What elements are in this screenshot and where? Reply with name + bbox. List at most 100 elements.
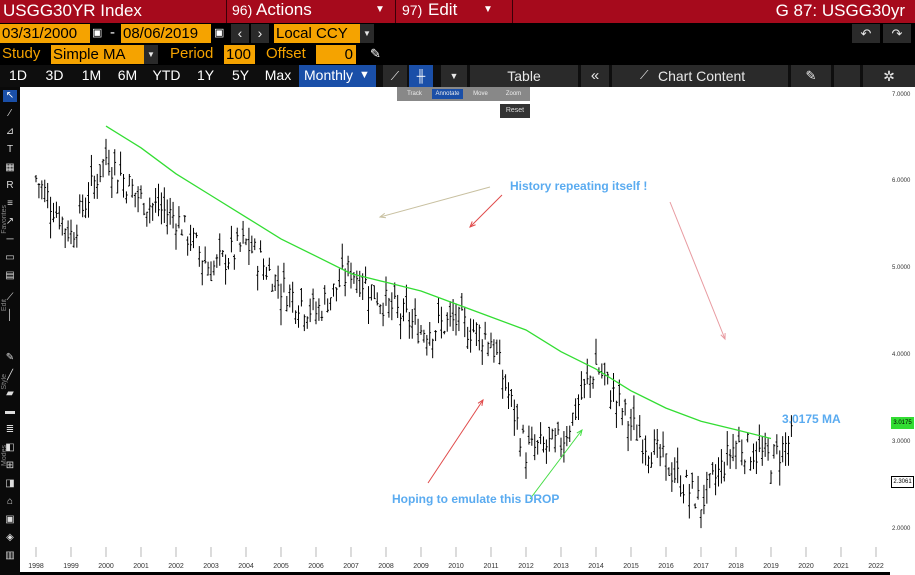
calendar-icon[interactable]: ▣ (214, 27, 225, 39)
end-date-field[interactable]: 08/06/2019 (121, 24, 211, 43)
price-bar (650, 452, 653, 468)
draw-line-icon[interactable]: ∕ (9, 108, 11, 119)
pin-icon[interactable]: ◈ (6, 532, 14, 543)
diagonal-icon[interactable]: ⟋ (6, 292, 14, 303)
price-bar (247, 227, 251, 265)
bar-chart-icon[interactable]: ╫ (409, 65, 433, 87)
price-bar (122, 173, 125, 198)
price-bar (725, 431, 729, 466)
mini-tool-annotate[interactable]: Annotate (432, 89, 463, 99)
mini-tool-zoom[interactable]: Zoom (505, 91, 522, 97)
study-dropdown-icon[interactable]: ▼ (144, 45, 158, 64)
price-bar (387, 297, 391, 318)
calendar-icon[interactable]: ▣ (92, 27, 103, 39)
edit-label: Edit (1, 299, 8, 312)
undo-icon[interactable]: ↶ (852, 24, 880, 43)
redo-icon[interactable]: ↷ (883, 24, 911, 43)
price-bar (556, 421, 560, 435)
edit-dropdown-icon[interactable]: ▼ (483, 4, 493, 15)
price-bar (46, 182, 49, 209)
line-style-icon[interactable]: ╱ (6, 370, 14, 381)
annotation-history[interactable]: History repeating itself ! (510, 179, 648, 193)
fill-icon[interactable]: ▬ (5, 406, 15, 417)
currency-dropdown-icon[interactable]: ▼ (360, 24, 374, 43)
price-bar (530, 426, 534, 446)
text-tool-icon[interactable]: T (6, 144, 14, 155)
annotation-hoping[interactable]: Hoping to emulate this DROP (392, 492, 560, 506)
currency-select[interactable]: Local CCY (274, 24, 360, 43)
annotation-arrow (669, 201, 726, 340)
annotation-ma[interactable]: 3.0175 MA (782, 412, 841, 426)
settings-gear-icon[interactable]: ✲ (863, 65, 915, 87)
horizontal-line-icon[interactable]: ─ (6, 234, 14, 245)
pen-icon[interactable]: ✎ (370, 46, 381, 61)
range-ytd-button[interactable]: YTD (152, 67, 181, 83)
r-tool-icon[interactable]: R (6, 180, 14, 191)
price-bar (705, 471, 709, 504)
pencil-icon[interactable]: ✎ (5, 352, 15, 363)
study-select[interactable]: Simple MA (51, 45, 144, 64)
price-bar (110, 167, 114, 199)
line-chart-icon[interactable]: ⟋ (383, 65, 407, 87)
chart-plot-area[interactable]: Track Annotate Move Zoom Reset History repe… (20, 87, 890, 547)
chart-content-button[interactable]: ⟋ Chart Content (612, 65, 788, 87)
period-field[interactable]: 100 (224, 45, 255, 64)
arrow-tool-icon[interactable]: ↗ (5, 216, 15, 227)
price-bar (693, 503, 697, 509)
chart-content-icon: ⟋ (640, 68, 649, 82)
eraser-icon[interactable]: ◧ (5, 442, 15, 453)
palette-icon[interactable]: ◨ (5, 478, 15, 489)
range-1d-button[interactable]: 1D (9, 67, 27, 83)
price-bar (495, 339, 499, 355)
price-bar (130, 178, 134, 198)
price-bar (343, 268, 347, 297)
grid-tool-icon[interactable]: ▦ (5, 162, 15, 173)
actions-dropdown-icon[interactable]: ▼ (375, 4, 385, 15)
chart-type-dropdown-icon[interactable]: ▼ (441, 65, 467, 87)
price-bar (419, 325, 423, 335)
range-1y-button[interactable]: 1Y (196, 67, 215, 83)
lock-icon[interactable]: ▣ (5, 514, 15, 525)
range-6m-button[interactable]: 6M (117, 67, 138, 83)
security-name[interactable]: USGG30YR Index (3, 1, 142, 20)
chart-tool-icon[interactable]: ▤ (5, 270, 15, 281)
ruler-icon[interactable]: ▭ (5, 252, 15, 263)
price-bar (445, 312, 449, 332)
trend-icon[interactable]: ⊿ (5, 126, 15, 137)
table-button[interactable]: Table (470, 65, 578, 87)
cursor-icon[interactable]: ↖ (3, 90, 17, 102)
blank-toolbar-slot (834, 65, 860, 87)
price-bar (451, 299, 455, 332)
width-icon[interactable]: ≣ (5, 424, 15, 435)
trash-icon[interactable]: ▥ (5, 550, 15, 561)
prev-period-button[interactable]: ‹ (231, 24, 249, 43)
magnet-icon[interactable]: ⌂ (6, 496, 14, 507)
next-period-button[interactable]: › (251, 24, 269, 43)
range-1m-button[interactable]: 1M (81, 67, 102, 83)
edit-menu[interactable]: Edit (428, 0, 458, 19)
x-tick-label: 2009 (413, 563, 429, 570)
range-3d-button[interactable]: 3D (45, 67, 64, 83)
brush-icon[interactable]: ▰ (6, 388, 14, 399)
price-bar (568, 425, 572, 442)
start-date-field[interactable]: 03/31/2000 (0, 24, 90, 43)
range-5y-button[interactable]: 5Y (231, 67, 250, 83)
price-bar (393, 282, 397, 300)
actions-menu[interactable]: Actions (256, 0, 312, 19)
offset-field[interactable]: 0 (316, 45, 356, 64)
price-bar (300, 288, 303, 307)
price-bar (270, 283, 274, 292)
frequency-select[interactable]: Monthly ▼ (299, 65, 376, 87)
vertical-line-icon[interactable]: │ (6, 310, 14, 321)
price-bar (483, 321, 487, 340)
price-bar (714, 464, 717, 496)
annotate-icon[interactable]: ✎ (791, 65, 831, 87)
collapse-icon[interactable]: « (581, 65, 609, 87)
fib-tool-icon[interactable]: ≡ (7, 198, 13, 209)
price-bar (107, 149, 111, 176)
mini-tool-move[interactable]: Move (473, 91, 488, 97)
mini-tool-track[interactable]: Track (407, 91, 422, 97)
range-max-button[interactable]: Max (264, 67, 292, 83)
reset-button[interactable]: Reset (500, 104, 530, 118)
layers-icon[interactable]: ⊞ (5, 460, 15, 471)
